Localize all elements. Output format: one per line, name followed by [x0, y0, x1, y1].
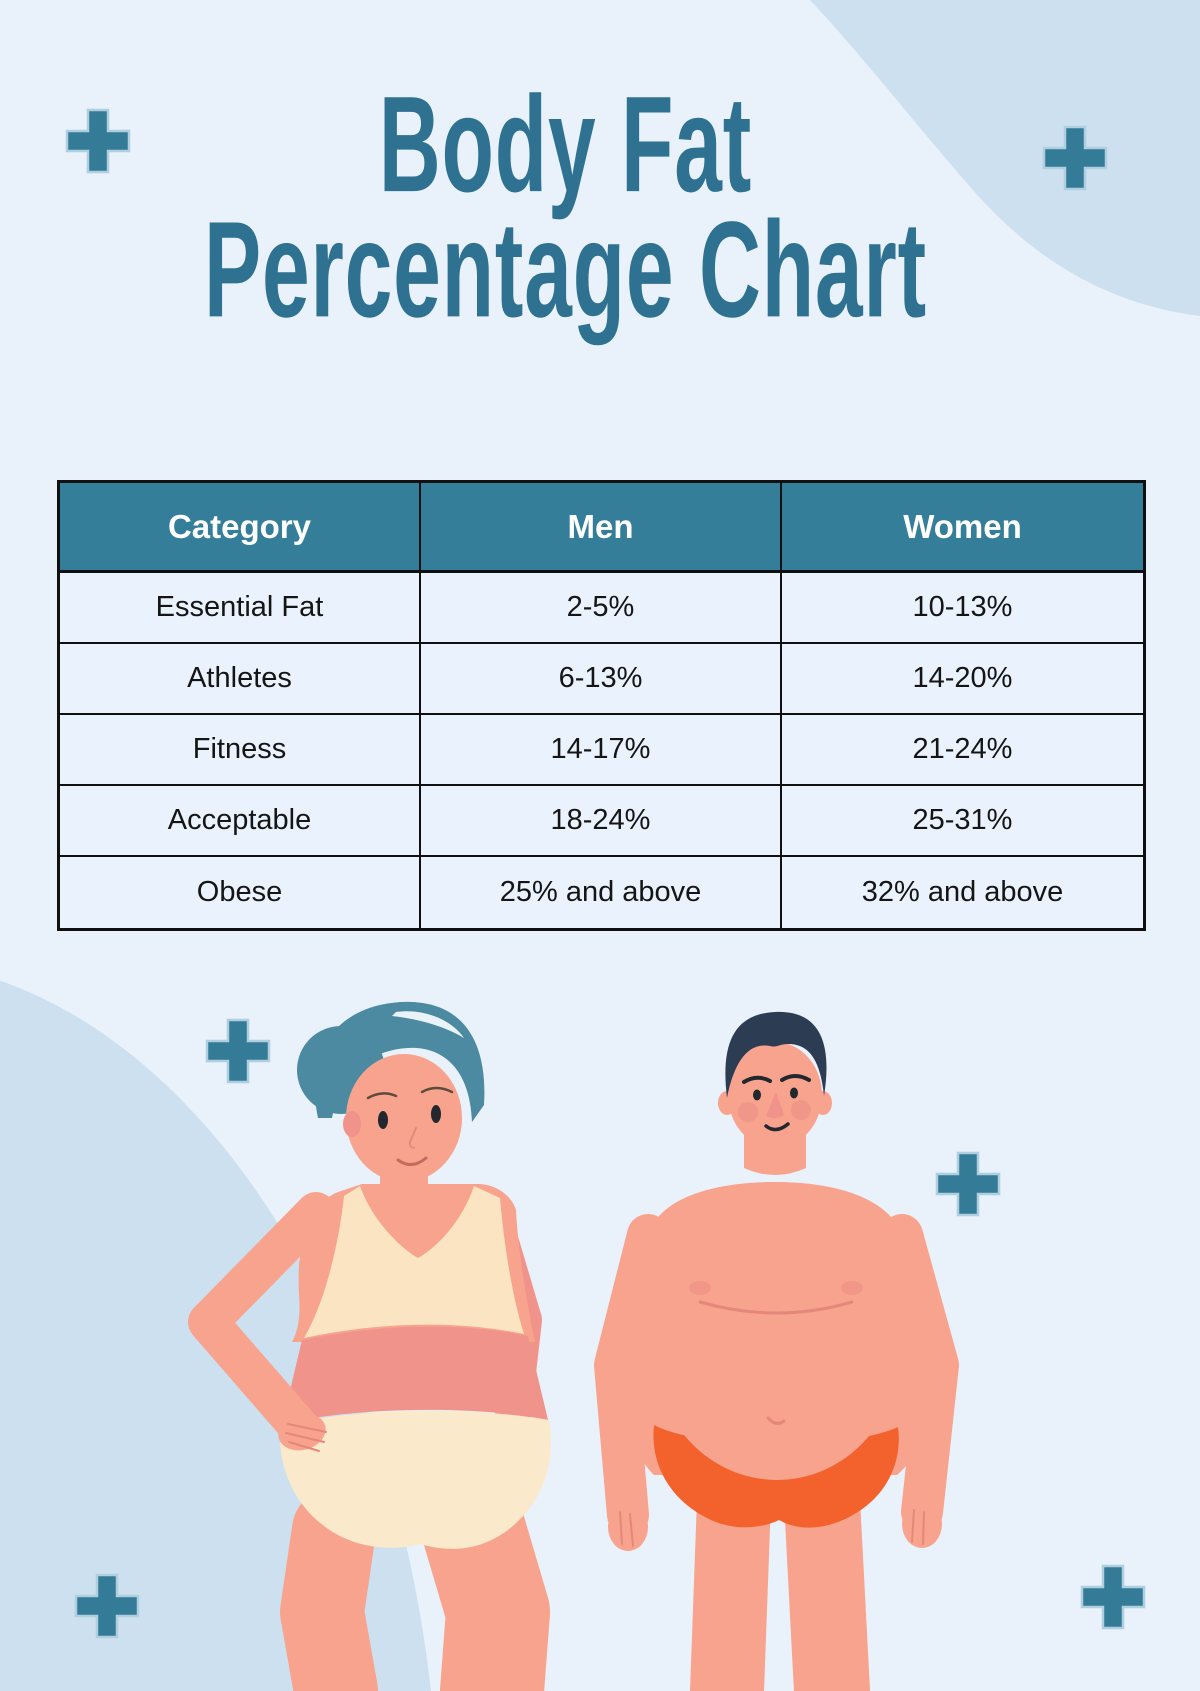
cell-category: Obese	[60, 857, 421, 928]
cell-category: Athletes	[60, 644, 421, 715]
header-category: Category	[60, 483, 421, 573]
title-line-1: Body Fat	[378, 68, 752, 221]
cell-women: 21-24%	[782, 715, 1143, 786]
woman-illustration	[188, 1001, 551, 1691]
cell-men: 6-13%	[421, 644, 782, 715]
title-line-2: Percentage Chart	[203, 193, 927, 347]
man-illustration	[594, 1011, 959, 1691]
cell-category: Fitness	[60, 715, 421, 786]
header-men: Men	[421, 483, 782, 573]
header-women: Women	[782, 483, 1143, 573]
cell-men: 2-5%	[421, 573, 782, 644]
body-fat-table: Category Men Women Essential Fat 2-5% 10…	[57, 480, 1146, 931]
cell-men: 14-17%	[421, 715, 782, 786]
cell-women: 10-13%	[782, 573, 1143, 644]
plus-icon	[1080, 1564, 1146, 1630]
plus-icon	[205, 1018, 271, 1084]
cell-men: 18-24%	[421, 786, 782, 857]
cell-women: 14-20%	[782, 644, 1143, 715]
cell-women: 25-31%	[782, 786, 1143, 857]
cell-men: 25% and above	[421, 857, 782, 928]
cell-category: Essential Fat	[60, 573, 421, 644]
cell-category: Acceptable	[60, 786, 421, 857]
cell-women: 32% and above	[782, 857, 1143, 928]
page-title: Body Fat Percentage Chart	[0, 68, 1130, 338]
top-right-blob	[810, 0, 1200, 316]
plus-icon	[935, 1151, 1001, 1217]
